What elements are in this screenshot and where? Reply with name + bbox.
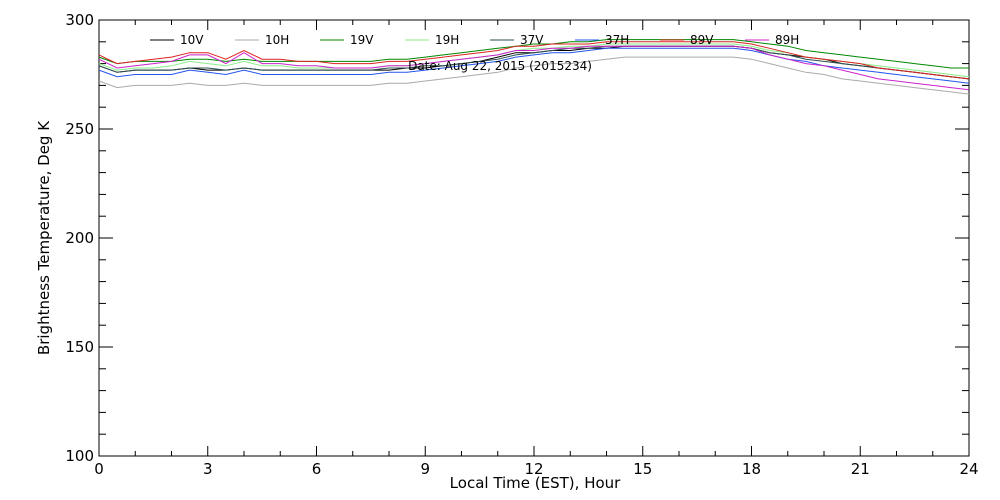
- series-line-37v: [98, 45, 970, 80]
- chart-subtitle: Date: Aug 22, 2015 (2015234): [408, 59, 592, 73]
- y-tick-label: 150: [65, 338, 94, 356]
- x-axis-title: Local Time (EST), Hour: [450, 474, 621, 492]
- x-tick-label: 24: [959, 460, 978, 478]
- legend-label-10h: 10H: [265, 33, 289, 47]
- series-line-89v: [98, 41, 970, 80]
- series-line-89h: [98, 45, 970, 91]
- x-tick-label: 9: [420, 460, 430, 478]
- x-tick-label: 12: [524, 460, 543, 478]
- y-tick-label: 200: [65, 229, 94, 247]
- legend: 10V 10H 19V 19H 37V 37H 89V 89H: [150, 33, 799, 47]
- series-line-10h: [98, 56, 970, 95]
- series-line-19v: [98, 39, 969, 69]
- legend-label-37v: 37V: [520, 33, 544, 47]
- axis-ticks: [98, 19, 970, 457]
- legend-label-19h: 19H: [435, 33, 459, 47]
- legend-label-37h: 37H: [605, 33, 629, 47]
- x-tick-label: 6: [312, 460, 322, 478]
- x-tick-label: 15: [633, 460, 652, 478]
- x-tick-label: 21: [851, 460, 870, 478]
- y-tick-label: 100: [65, 447, 94, 465]
- legend-label-10v: 10V: [180, 33, 204, 47]
- legend-label-89h: 89H: [775, 33, 799, 47]
- legend-label-19v: 19V: [350, 33, 374, 47]
- y-axis-title: Brightness Temperature, Deg K: [35, 120, 53, 355]
- axis-tick-labels: 0 3 6 9 12 15 18 21 24 100 150 200 250 300: [65, 11, 978, 478]
- x-tick-label: 18: [742, 460, 761, 478]
- x-tick-label: 3: [203, 460, 213, 478]
- y-tick-label: 250: [65, 120, 94, 138]
- x-tick-label: 0: [94, 460, 104, 478]
- series-lines: [98, 39, 970, 95]
- y-tick-label: 300: [65, 11, 94, 29]
- legend-label-89v: 89V: [690, 33, 714, 47]
